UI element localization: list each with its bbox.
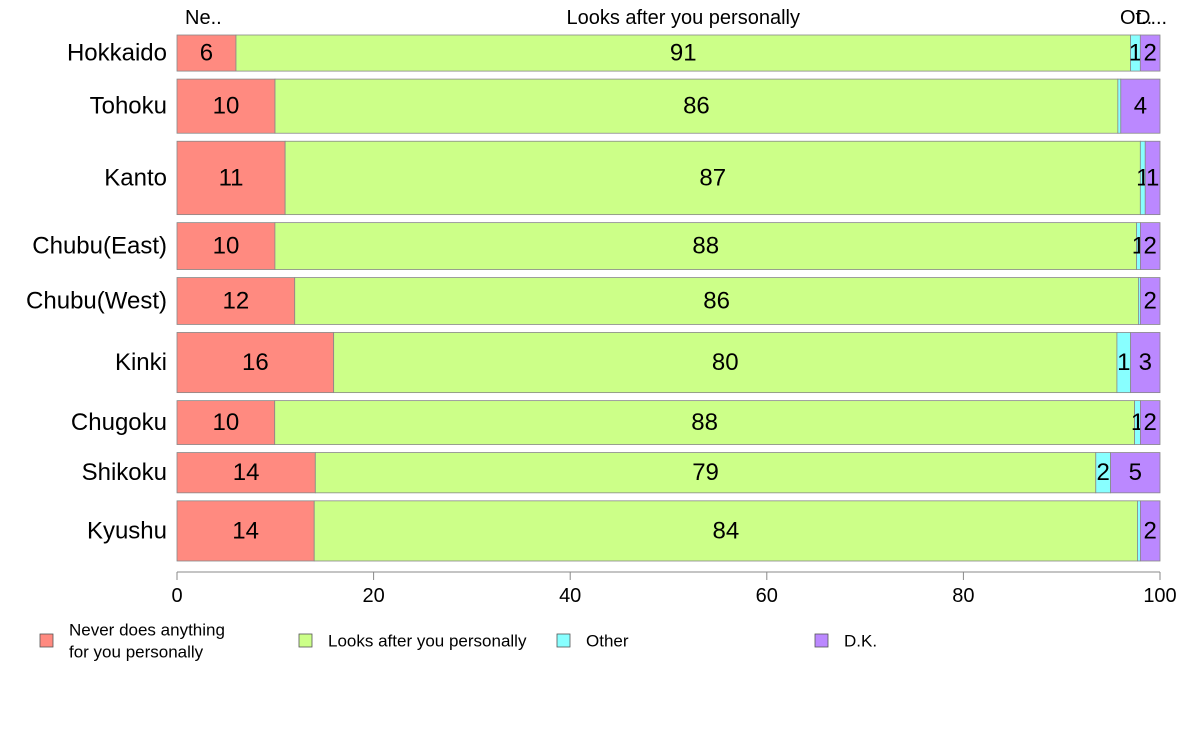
bar-segment <box>176 452 316 494</box>
bar-label: 91 <box>670 40 697 67</box>
bar-segment <box>1120 78 1161 134</box>
bar-label: 1 <box>1129 40 1142 67</box>
bar-segment <box>1140 222 1161 270</box>
bar-label: 1 <box>1146 164 1159 191</box>
bar-segment <box>176 277 296 325</box>
y-tick-label: Chugoku <box>71 409 167 436</box>
bar-label: 10 <box>213 93 240 120</box>
legend-label: Other <box>586 632 629 651</box>
legend-swatch <box>298 633 313 648</box>
bar-segment <box>1140 400 1161 445</box>
bar-segment <box>1110 452 1161 494</box>
legend-label: D.K. <box>844 632 877 651</box>
bar-segment <box>284 140 1141 216</box>
bar-segment <box>176 78 276 134</box>
legend-label: for you personally <box>69 643 204 662</box>
x-tick-label: 80 <box>952 585 974 607</box>
bar-label: 4 <box>1134 93 1147 120</box>
bar-label: 88 <box>691 409 718 436</box>
legend-swatch <box>814 633 829 648</box>
bar-segment <box>1139 500 1161 562</box>
y-tick-label: Chubu(East) <box>32 233 167 260</box>
bar-segment <box>274 222 1137 270</box>
legend-label: Never does anything <box>69 621 225 640</box>
legend: Never does anything for you personally Loo… <box>39 621 877 662</box>
bar-label: 6 <box>200 40 213 67</box>
bar-segment <box>176 400 276 445</box>
y-tick-label: Hokkaido <box>67 40 167 67</box>
bar-segment <box>1117 78 1122 134</box>
top-label: Looks after you personally <box>567 7 800 29</box>
x-tick-label: 60 <box>756 585 778 607</box>
top-labels: Ne.. Looks after you personally Ot..D... <box>185 7 1167 29</box>
bar-label: 2 <box>1143 40 1156 67</box>
bar-label: 2 <box>1144 233 1157 260</box>
bar-segment <box>1137 500 1141 562</box>
bar-segment <box>294 277 1139 325</box>
top-label: Ne.. <box>185 7 222 29</box>
top-label: Ot.. <box>1120 7 1152 29</box>
bar-segment <box>176 332 335 394</box>
bar-label: 86 <box>703 288 730 315</box>
y-tick-label: Kinki <box>115 349 167 376</box>
top-label: D... <box>1136 7 1167 29</box>
bar-label: 1 <box>1117 349 1130 376</box>
bar-label: 11 <box>219 164 244 191</box>
bar-label: 16 <box>242 349 269 376</box>
y-tick-label: Chubu(West) <box>26 288 167 315</box>
x-axis: 0 20 40 60 80 100 <box>171 571 1177 607</box>
y-tick-label: Tohoku <box>90 93 167 120</box>
bar-label: 88 <box>692 233 719 260</box>
bar-segment <box>1139 34 1161 72</box>
bar-label: 12 <box>223 288 250 315</box>
bar-segment <box>235 34 1131 72</box>
bar-label: 10 <box>213 409 240 436</box>
bar-label: 2 <box>1144 288 1157 315</box>
legend-label: Looks after you personally <box>328 632 527 651</box>
bar-label: 86 <box>683 93 710 120</box>
y-axis-labels: Hokkaido Tohoku Kanto Chubu(East) Chubu(West… <box>26 40 167 545</box>
bar-segment <box>313 500 1138 562</box>
bar-label: 80 <box>712 349 739 376</box>
legend-swatch <box>556 633 571 648</box>
legend-swatch <box>39 633 54 648</box>
bar-segment <box>176 140 286 216</box>
y-tick-label: Kanto <box>104 164 167 191</box>
bar-label: 5 <box>1129 459 1142 486</box>
bar-segment <box>1130 332 1161 394</box>
y-tick-label: Shikoku <box>82 459 167 486</box>
bar-label: 2 <box>1144 517 1157 544</box>
bar-label: 14 <box>233 459 260 486</box>
bar-label: 79 <box>692 459 719 486</box>
bar-label: 2 <box>1144 409 1157 436</box>
bar-segment <box>333 332 1118 394</box>
x-tick-label: 20 <box>362 585 384 607</box>
x-tick-label: 100 <box>1143 585 1176 607</box>
bar-segment <box>176 222 276 270</box>
x-tick-label: 40 <box>559 585 581 607</box>
bar-label: 3 <box>1139 349 1152 376</box>
y-tick-label: Kyushu <box>87 517 167 544</box>
bar-segment <box>1139 277 1161 325</box>
bar-label: 14 <box>232 517 259 544</box>
bar-label: 2 <box>1097 459 1110 486</box>
x-tick-label: 0 <box>171 585 182 607</box>
bar-segment <box>274 400 1135 445</box>
bar-label: 10 <box>213 233 240 260</box>
bar-label: 84 <box>712 517 739 544</box>
bar-segment <box>1144 140 1161 216</box>
bar-label: 87 <box>699 164 726 191</box>
